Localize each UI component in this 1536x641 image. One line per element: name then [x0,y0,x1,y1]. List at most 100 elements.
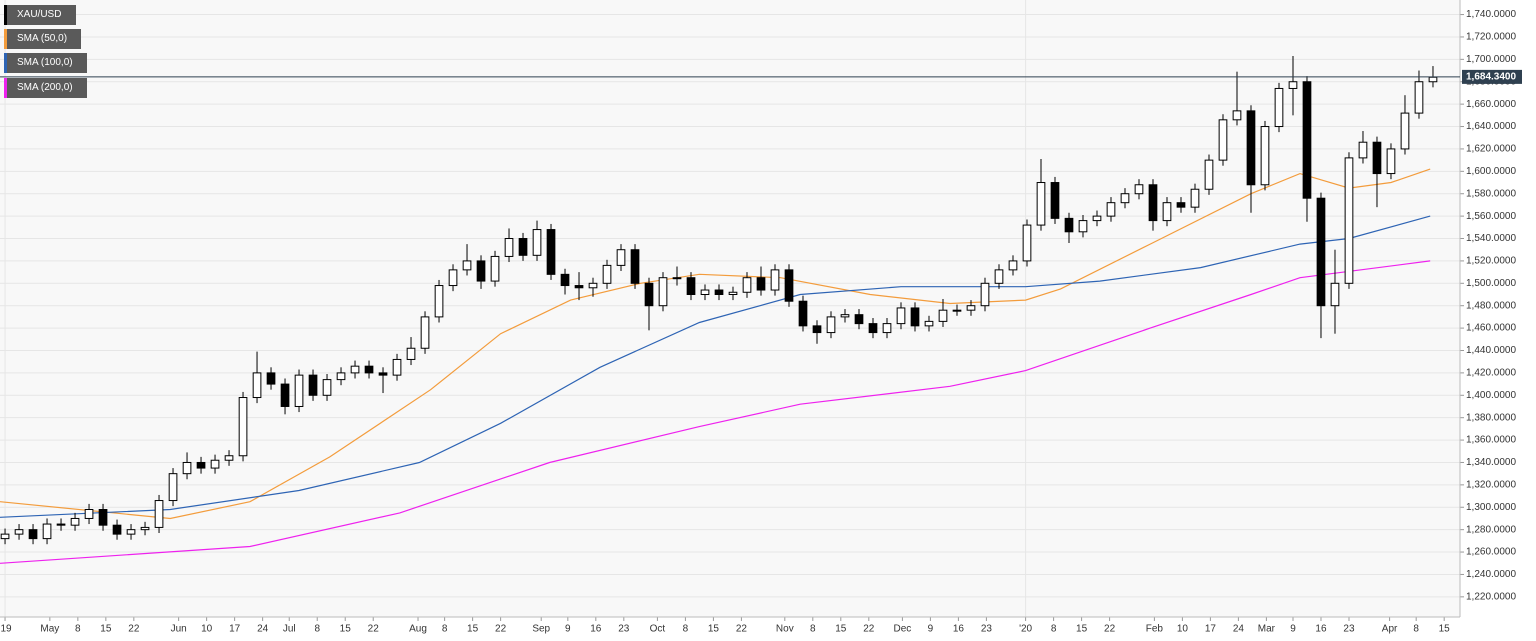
y-tick-label: 1,700.0000 [1466,54,1516,65]
y-tick-label: 1,500.0000 [1466,278,1516,289]
y-tick-label: 1,340.0000 [1466,457,1516,468]
candle-body [210,459,220,469]
x-tick-label: 8 [442,624,448,635]
x-tick-label: 23 [1343,624,1355,635]
x-tick-label: 17 [229,624,241,635]
sma-line [0,168,1431,520]
candle-body [1148,184,1158,222]
sma-line [0,215,1431,518]
last-price-label: 1,684.3400 [1466,72,1516,83]
x-tick-label: 10 [1177,624,1189,635]
y-tick-label: 1,560.0000 [1466,211,1516,222]
candle-body [518,238,528,256]
candle-body [420,316,430,349]
candle-body [448,269,458,287]
candle-body [532,229,542,256]
candle-body [0,533,10,540]
x-tick-label: 15 [708,624,720,635]
candle-body [1288,81,1298,89]
candle-body [392,358,402,376]
candle-body [28,529,38,540]
x-tick-label: 15 [1439,624,1451,635]
candle-body [1176,202,1186,208]
legend-item: SMA (200,0) [4,78,87,98]
x-tick-label: Apr [1382,624,1398,635]
x-tick-label: 22 [128,624,140,635]
candle-body [322,379,332,396]
candle-body [812,325,822,334]
candle-body [1218,119,1228,161]
candle-body [1316,197,1326,307]
x-tick-label: 9 [565,624,571,635]
candle-body [1274,87,1284,128]
x-tick-label: 10 [201,624,213,635]
candle-body [490,255,500,282]
candle-body [224,455,234,461]
y-tick-label: 1,400.0000 [1466,390,1516,401]
candle-body [700,289,710,296]
candle-body [546,229,556,275]
candle-body [980,282,990,307]
candle-body [350,365,360,374]
candle-body [1092,215,1102,222]
candle-body [868,323,878,334]
candle-body [1344,157,1354,284]
y-tick-label: 1,300.0000 [1466,502,1516,513]
y-tick-label: 1,740.0000 [1466,9,1516,20]
candle-body [154,500,164,528]
x-tick-label: 16 [953,624,965,635]
legend-item: SMA (50,0) [4,29,81,49]
candle-body [1358,141,1368,159]
candle-body [280,383,290,407]
y-tick-label: 1,540.0000 [1466,233,1516,244]
candle-body [1260,126,1270,186]
candle-body [798,300,808,327]
x-tick-label: 22 [495,624,507,635]
candle-body [126,529,136,535]
x-tick-label: 15 [467,624,479,635]
candle-body [1120,193,1130,204]
candle-body [994,269,1004,284]
last-price-box [1462,69,1522,84]
y-tick-label: 1,380.0000 [1466,412,1516,423]
candle-body [1372,141,1382,175]
candle-body [882,323,892,334]
candle-body [1400,112,1410,150]
candle-body [140,526,150,531]
candle-body [1036,182,1046,226]
candle-body [84,509,94,519]
candle-body [336,372,346,381]
candle-body [98,509,108,526]
candle-body [378,372,388,376]
candle-body [1078,220,1088,233]
candle-body [1022,224,1032,262]
x-tick-label: May [40,624,59,635]
candle-body [966,305,976,311]
candle-body [910,307,920,327]
candle-body [504,238,514,257]
candle-body [1008,260,1018,271]
y-tick-label: 1,660.0000 [1466,99,1516,110]
candle-body [42,523,52,540]
x-tick-label: Sep [532,624,550,635]
candle-body [1064,217,1074,233]
candle-body [686,277,696,296]
y-tick-label: 1,280.0000 [1466,524,1516,535]
x-tick-label: 17 [1205,624,1217,635]
x-tick-label: 16 [590,624,602,635]
legend-item: SMA (100,0) [4,53,87,73]
candle-body [406,347,416,360]
y-tick-label: 1,440.0000 [1466,345,1516,356]
candle-body [1246,110,1256,186]
x-tick-label: 22 [736,624,748,635]
x-tick-label: 23 [618,624,630,635]
x-tick-label: Oct [650,624,666,635]
x-tick-label: 15 [100,624,112,635]
candle-body [784,269,794,302]
candle-body [266,372,276,385]
candle-body [364,365,374,374]
candle-body [588,282,598,289]
candle-body [56,523,66,526]
x-tick-label: 8 [75,624,81,635]
candle-body [182,461,192,475]
